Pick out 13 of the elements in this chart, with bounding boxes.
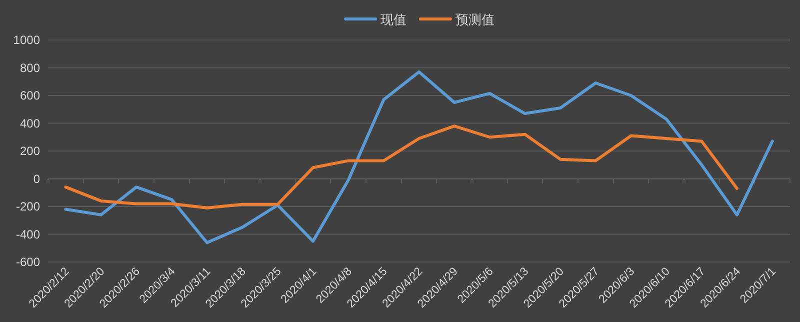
y-tick-label: 800 (20, 60, 40, 75)
y-tick-label: -600 (16, 255, 40, 269)
line-series (64, 124, 738, 210)
line-series (64, 70, 774, 244)
y-tick-label: 600 (20, 88, 40, 102)
y-tick-label: 1000 (13, 33, 40, 47)
y-tick-label: 200 (20, 144, 40, 158)
y-tick-label: -400 (16, 227, 40, 242)
y-tick-label: -200 (16, 200, 40, 214)
y-tick-label: 0 (33, 172, 40, 186)
legend-label: 现值 (380, 12, 406, 27)
y-tick-label: 400 (20, 116, 40, 130)
legend-label: 预测值 (456, 12, 494, 27)
